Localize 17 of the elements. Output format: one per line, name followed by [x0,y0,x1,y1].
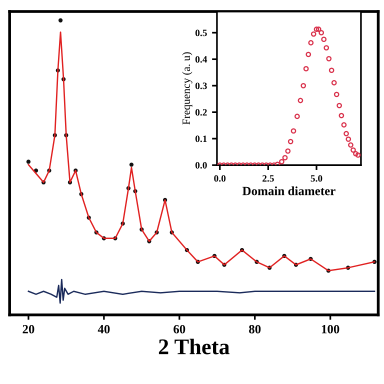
x-tick-label: 5.0 [310,175,322,182]
y-tick-label: 0.3 [195,82,207,90]
x-tick-label: 100 [322,324,340,334]
y-tick-label: 0.5 [195,30,207,36]
y-axis-title: Frequency (a. u) [182,52,192,125]
x-tick-label: 40 [98,324,110,334]
x-tick-label: 2.5 [262,175,274,182]
x-tick-label: 80 [249,324,261,334]
y-tick-label: 0.4 [195,56,208,63]
x-tick-label: 20 [22,324,34,334]
y-tick-label: 0.2 [195,109,207,116]
x-axis-title: 2 Theta [158,338,230,354]
x-tick-label: 0.0 [214,175,226,182]
x-tick-label: 60 [174,324,186,334]
y-tick-label: 0.0 [195,162,207,169]
y-tick-label: 0.1 [195,136,207,142]
x-axis-title: Domain diameter [242,186,336,196]
